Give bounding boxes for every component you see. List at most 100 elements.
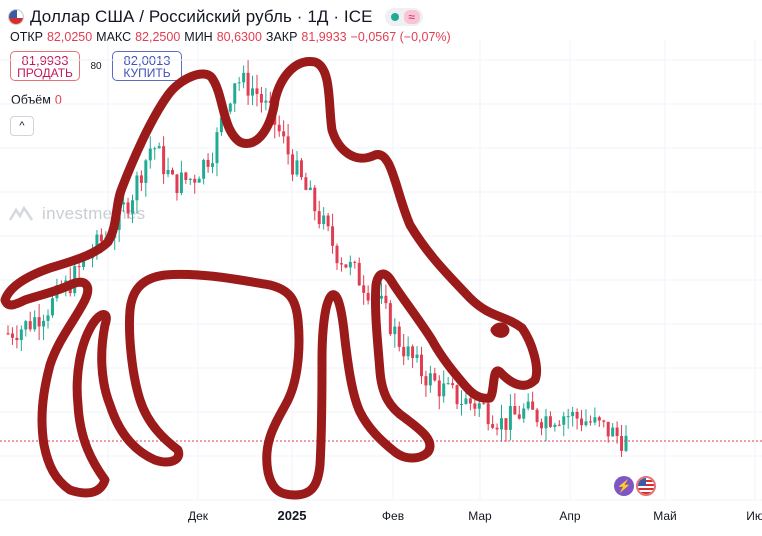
candle-body [397,326,401,347]
candle-body [19,329,23,341]
buy-label: КУПИТЬ [123,66,171,80]
candle-body [157,146,161,149]
candle-body [184,172,188,180]
chart-header: Доллар США / Российский рубль · 1Д · ICE… [8,6,423,28]
candle-body [388,303,392,335]
candle-body [277,124,281,132]
watermark-logo-icon [8,206,34,221]
candle-body [597,417,601,421]
x-tick-label: Май [653,509,677,523]
candle-body [415,354,419,358]
candle-body [339,263,343,265]
candle-body [335,245,339,264]
candle-body [188,178,192,180]
candle-body [459,403,463,405]
candle-body [28,321,32,330]
candle-body [24,321,28,330]
sell-label: ПРОДАТЬ [17,66,73,80]
candle-body [366,292,370,301]
candle-body [135,175,139,201]
candle-body [562,416,566,425]
candle-body [175,174,179,194]
candle-body [482,403,486,405]
ohlc-legend: ОТКР 82,0250 МАКС 82,2500 МИН 80,6300 ЗАКР 8… [10,30,451,44]
candle-body [508,406,512,430]
x-tick-label: Фев [382,509,404,523]
candle-body [406,346,410,357]
candle-body [615,427,619,436]
candle-body [171,169,175,175]
candle-body [308,187,312,190]
candle-body [477,403,481,409]
spread-value: 80 [90,60,102,72]
candle-body [517,414,521,419]
candle-body [215,132,219,164]
us-flag-icon[interactable] [636,476,656,496]
candle-body [575,411,579,419]
candle-body [446,383,450,385]
chart-grid [0,40,762,501]
candle-body [624,435,628,451]
event-badges: ⚡ [614,476,656,496]
candle-body [162,146,166,175]
symbol-title[interactable]: Доллар США / Российский рубль · 1Д · ICE [30,7,373,26]
candle-body [295,160,299,175]
candle-body [10,333,14,338]
candle-body [495,427,499,430]
candle-body [473,403,477,409]
candle-body [130,200,134,214]
candle-body [304,177,308,190]
candle-body [451,383,455,386]
candle-body [197,178,201,183]
collapse-legend-button[interactable]: ^ [10,116,34,136]
candle-body [264,100,268,103]
candle-body [553,424,557,427]
candle-body [313,187,317,212]
candle-body [504,418,508,430]
candle-body [255,88,259,94]
candle-body [286,136,290,155]
candle-body [540,422,544,429]
candle-body [486,403,490,425]
candle-body [237,82,241,84]
candle-body [122,202,126,205]
candle-body [37,317,41,327]
candle-body [580,418,584,426]
candle-body [246,72,250,96]
candle-body [424,376,428,386]
change-value: −0,0567 (−0,07%) [350,30,451,44]
close-value: 81,9933 [301,30,347,44]
candle-body [606,421,610,437]
low-value: 80,6300 [216,30,262,44]
candle-body [344,264,348,268]
lightning-icon[interactable]: ⚡ [614,476,634,496]
close-label: ЗАКР [265,30,298,44]
candle-body [522,408,526,419]
candle-body [384,295,388,304]
candle-body [393,326,397,335]
x-tick-label: Дек [188,509,209,523]
candle-body [282,131,286,137]
candle-body [442,383,446,397]
candle-body [242,72,246,83]
candle-body [544,416,548,429]
candle-body [202,159,206,179]
candle-body [491,424,495,428]
high-label: МАКС [96,30,132,44]
open-label: ОТКР [10,30,43,44]
candle-body [193,178,197,183]
candles [6,60,628,457]
candle-body [77,266,81,268]
candle-body [95,234,99,254]
candle-body [411,346,415,358]
candle-body [611,427,615,437]
candle-body [148,148,152,161]
market-status-pill[interactable]: ≈ [384,8,423,26]
candle-body [357,262,361,286]
candle-body [620,435,624,451]
candle-body [593,417,597,423]
candle-body [33,317,37,330]
candle-body [566,416,570,418]
candle-body [331,226,335,246]
